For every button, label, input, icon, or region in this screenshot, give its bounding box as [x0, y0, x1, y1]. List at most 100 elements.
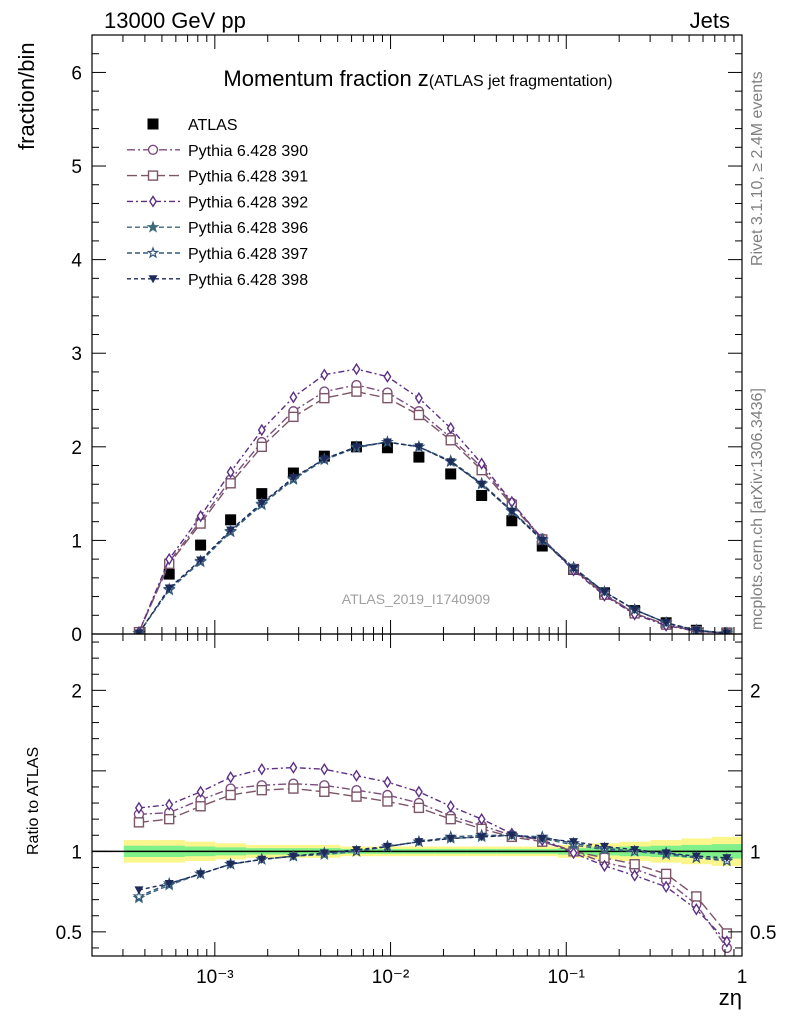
main-data-point	[477, 457, 486, 470]
xlabel: zη	[719, 985, 742, 1010]
ratio-ylabel: Ratio to ATLAS	[25, 747, 42, 855]
main-series-layer	[132, 362, 734, 634]
main-data-point	[165, 552, 174, 566]
x-tick-label: 10⁻²	[372, 967, 410, 988]
main-panel: ATLAS_2019_I1740909 Momentum fraction z(…	[14, 34, 743, 646]
ratio-axes: 1 10⁻³ 10⁻² 10⁻¹ 0.5 0.5 1 1 2 2	[56, 633, 776, 988]
main-data-point	[288, 411, 299, 423]
ratio-data-point	[288, 852, 298, 861]
y-tick-label: 1	[71, 842, 82, 863]
ratio-data-point	[477, 812, 486, 826]
main-data-point	[630, 606, 640, 615]
main-data-point	[446, 421, 455, 435]
ratio-data-point	[256, 784, 267, 796]
main-data-point	[257, 499, 267, 508]
legend-entry: Pythia 6.428 390	[127, 143, 308, 160]
legend-label: Pythia 6.428 398	[188, 272, 308, 289]
main-data-point	[445, 435, 456, 446]
ratio-data-point	[630, 846, 640, 855]
main-data-point	[256, 441, 267, 453]
main-series-line	[138, 384, 727, 634]
main-data-point	[319, 455, 329, 464]
ratio-data-point	[319, 786, 330, 797]
ratio-panel: 1 10⁻³ 10⁻² 10⁻¹ 0.5 0.5 1 1 2 2 Ratio to ATLAS	[25, 633, 776, 988]
main-data-point	[225, 514, 237, 526]
header-observable: Jets	[690, 8, 730, 33]
ratio-data-point	[599, 842, 609, 852]
ratio-data-point	[383, 775, 392, 789]
ratio-data-point	[537, 834, 547, 843]
ratio-series-5	[134, 831, 732, 895]
ratio-data-point	[477, 833, 487, 842]
ratio-data-point	[569, 846, 578, 860]
legend-marker	[149, 195, 157, 208]
ratio-data-point	[226, 860, 236, 869]
main-data-point	[414, 391, 423, 405]
main-data-point	[163, 568, 175, 580]
main-data-point	[445, 468, 457, 480]
ratio-data-point	[289, 761, 298, 774]
main-data-point	[382, 392, 393, 404]
x-tick-label: 10⁻³	[196, 967, 234, 988]
ratio-data-point	[569, 838, 579, 847]
ratio-data-point	[288, 783, 299, 794]
ratio-data-point	[446, 834, 456, 843]
y-tick-label: 0	[71, 625, 82, 646]
main-data-point	[414, 443, 424, 452]
ratio-data-point	[133, 817, 145, 828]
legend-entry: Pythia 6.428 397	[127, 246, 308, 263]
ratio-data-point	[414, 838, 424, 847]
legend-marker	[147, 118, 159, 130]
main-data-point	[506, 515, 518, 527]
main-title: Momentum fraction z(ATLAS jet fragmentat…	[223, 66, 612, 91]
ratio-data-point	[445, 813, 456, 825]
ratio-data-point	[662, 880, 671, 894]
legend-marker	[146, 220, 160, 233]
ratio-series-layer	[132, 761, 734, 954]
header-process: 13000 GeV pp	[104, 8, 246, 33]
main-data-point	[226, 465, 235, 479]
main-data-point	[536, 540, 548, 552]
side-label-rivet: Rivet 3.1.10, ≥ 2.4M events	[749, 71, 766, 266]
legend-entry: Pythia 6.428 391	[127, 169, 308, 186]
ratio-data-point	[382, 842, 392, 852]
ratio-data-point	[414, 785, 423, 799]
main-data-point	[476, 489, 488, 501]
ratio-data-point	[164, 813, 175, 825]
ratio-data-point	[132, 889, 146, 902]
main-data-point	[289, 390, 298, 404]
legend-marker	[146, 246, 160, 259]
ratio-data-point	[257, 762, 266, 776]
ratio-data-point	[164, 879, 174, 889]
y-tick-label-right: 1	[750, 842, 761, 863]
ratio-data-point	[196, 870, 206, 879]
legend-entry: Pythia 6.428 396	[127, 220, 308, 237]
ratio-data-point	[722, 854, 732, 863]
ratio-data-point	[352, 769, 361, 782]
main-data-point	[413, 451, 425, 463]
main-data-point	[164, 584, 174, 593]
main-data-point	[196, 509, 205, 523]
ratio-data-point	[660, 868, 672, 880]
ratio-data-point	[226, 771, 235, 784]
main-data-point	[382, 438, 392, 447]
ratio-data-point	[691, 891, 702, 902]
legend-label: Pythia 6.428 390	[188, 143, 308, 160]
axes-frame	[91, 633, 743, 957]
main-series-0	[163, 441, 733, 634]
legend-marker	[147, 144, 159, 156]
y-tick-label: 6	[71, 63, 82, 84]
y-tick-label: 2	[71, 438, 82, 459]
main-data-point	[381, 442, 393, 454]
main-data-point	[661, 619, 671, 628]
ratio-data-point	[196, 785, 205, 799]
main-data-point	[256, 488, 268, 500]
main-ylabel: fraction/bin	[14, 42, 39, 150]
legend-marker	[148, 275, 158, 284]
legend-marker	[147, 170, 159, 181]
main-title-text: Momentum fraction z	[223, 66, 428, 91]
ratio-data-point	[195, 801, 206, 812]
legend-entry: Pythia 6.428 398	[127, 272, 308, 289]
main-data-point	[226, 526, 236, 535]
